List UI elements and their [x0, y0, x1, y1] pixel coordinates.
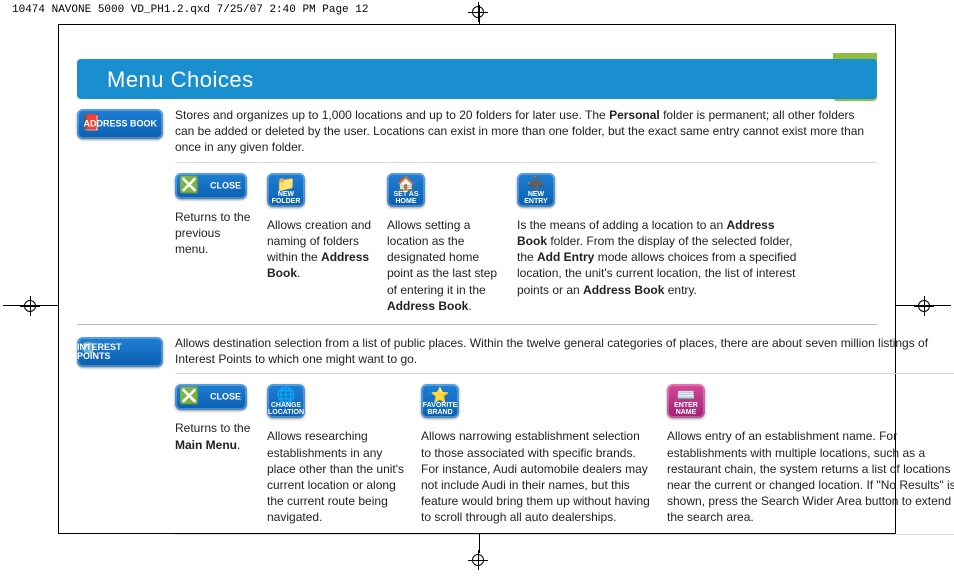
text: .	[297, 266, 300, 280]
enter-name-icon-label: ENTER NAME	[667, 402, 705, 416]
address-book-subrow: ❎ CLOSE Returns to the previous menu. 📁 …	[175, 162, 877, 314]
enter-name-icon: ⌨️ ENTER NAME	[667, 384, 705, 418]
registration-mark-icon	[468, 2, 488, 22]
col-new-entry: ➕ NEW ENTRY Is the means of adding a loc…	[517, 173, 807, 314]
new-folder-icon: 📁 NEW FOLDER	[267, 173, 305, 207]
x-icon: ❎	[179, 386, 199, 408]
new-entry-icon: ➕ NEW ENTRY	[517, 173, 555, 207]
address-book-icon-label: ADDRESS BOOK	[83, 120, 157, 129]
page-frame: 12 Menu Choices 📕 ADDRESS BOOK Stores an…	[58, 24, 896, 534]
section-interest-points: 🔍 INTEREST POINTS Allows destination sel…	[77, 335, 877, 545]
close-icon: ❎ CLOSE	[175, 173, 247, 199]
text-bold: Address Book	[387, 299, 468, 313]
page-title: Menu Choices	[107, 67, 254, 93]
text: .	[237, 438, 240, 452]
title-bar: Menu Choices	[77, 59, 877, 99]
close-text-2: Returns to the Main Menu.	[175, 420, 253, 452]
close-text: Returns to the previous menu.	[175, 209, 253, 258]
x-icon: ❎	[179, 175, 199, 197]
interest-points-icon-label: INTEREST POINTS	[77, 343, 157, 361]
text: Stores and organizes up to 1,000 locatio…	[175, 108, 609, 122]
text-bold: Add Entry	[537, 250, 594, 264]
registration-mark-icon	[468, 550, 488, 570]
text-bold: Main Menu	[175, 438, 237, 452]
registration-mark-icon	[914, 296, 934, 316]
print-header: 10474 NAVONE 5000 VD_PH1.2.qxd 7/25/07 2…	[12, 4, 368, 16]
set-home-text: Allows setting a location as the designa…	[387, 217, 503, 314]
col-new-folder: 📁 NEW FOLDER Allows creation and naming …	[267, 173, 373, 314]
new-folder-icon-label: NEW FOLDER	[267, 191, 305, 205]
new-entry-icon-label: NEW ENTRY	[517, 191, 555, 205]
set-home-icon-label: SET AS HOME	[387, 191, 425, 205]
close-icon: ❎ CLOSE	[175, 384, 247, 410]
col-favorite-brand: ⭐ FAVORITE BRAND Allows narrowing establ…	[421, 384, 653, 525]
rule	[175, 534, 954, 535]
close-icon-label: CLOSE	[210, 181, 241, 190]
text: .	[468, 299, 471, 313]
col-set-home: 🏠 SET AS HOME Allows setting a location …	[387, 173, 503, 314]
close-icon-label: CLOSE	[210, 393, 241, 402]
text: Allows setting a location as the designa…	[387, 218, 497, 297]
new-entry-text: Is the means of adding a location to an …	[517, 217, 807, 298]
content-area: 📕 ADDRESS BOOK Stores and organizes up t…	[59, 107, 895, 545]
new-folder-text: Allows creation and naming of folders wi…	[267, 217, 373, 282]
interest-points-intro: Allows destination selection from a list…	[175, 335, 954, 367]
favorite-brand-icon-label: FAVORITE BRAND	[421, 402, 459, 416]
col-enter-name: ⌨️ ENTER NAME Allows entry of an establi…	[667, 384, 954, 525]
text: Is the means of adding a location to an	[517, 218, 726, 232]
set-home-icon: 🏠 SET AS HOME	[387, 173, 425, 207]
change-location-icon-label: CHANGE LOCATION	[267, 402, 305, 416]
text: entry.	[664, 283, 696, 297]
section-address-book: 📕 ADDRESS BOOK Stores and organizes up t…	[77, 107, 877, 325]
col-change-location: 🌐 CHANGE LOCATION Allows researching est…	[267, 384, 407, 525]
text: Returns to the	[175, 421, 250, 435]
text-bold: Address Book	[583, 283, 664, 297]
favorite-brand-text: Allows narrowing establishment selection…	[421, 428, 653, 525]
interest-points-subrow: ❎ CLOSE Returns to the Main Menu. 🌐	[175, 373, 954, 525]
enter-name-text: Allows entry of an establishment name. F…	[667, 428, 954, 525]
address-book-intro: Stores and organizes up to 1,000 locatio…	[175, 107, 877, 156]
favorite-brand-icon: ⭐ FAVORITE BRAND	[421, 384, 459, 418]
address-book-icon: 📕 ADDRESS BOOK	[77, 109, 163, 139]
interest-points-icon: 🔍 INTEREST POINTS	[77, 337, 163, 367]
col-close-2: ❎ CLOSE Returns to the Main Menu.	[175, 384, 253, 525]
registration-mark-icon	[20, 296, 40, 316]
text-bold: Personal	[609, 108, 660, 122]
change-location-icon: 🌐 CHANGE LOCATION	[267, 384, 305, 418]
col-close: ❎ CLOSE Returns to the previous menu.	[175, 173, 253, 314]
change-location-text: Allows researching establishments in any…	[267, 428, 407, 525]
